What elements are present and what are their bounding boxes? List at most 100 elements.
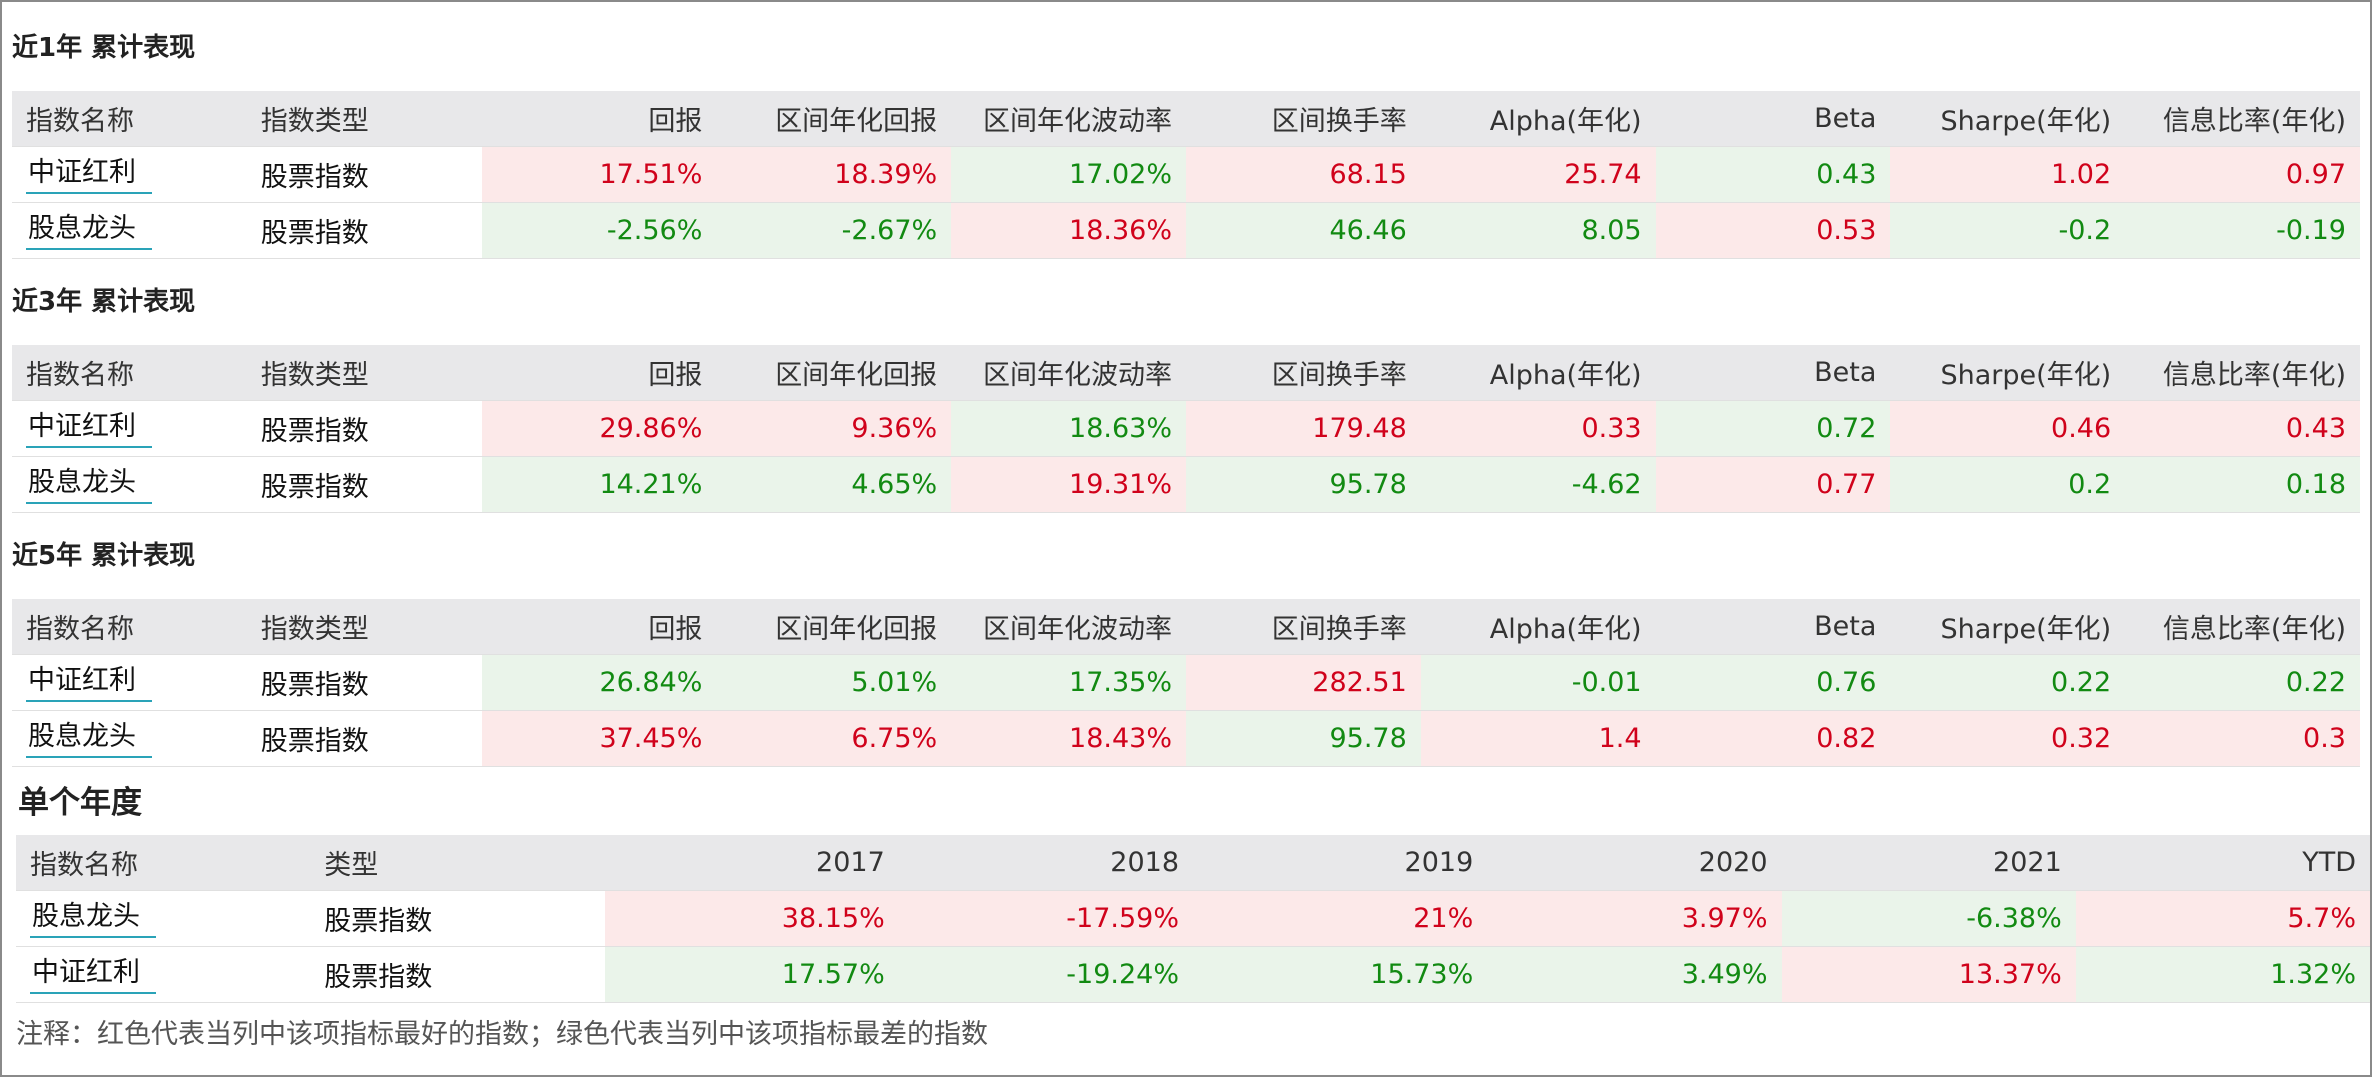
section-title: 单个年度 — [18, 785, 142, 821]
value-cell: 15.73% — [1193, 946, 1488, 1003]
column-header: 指数名称 — [12, 599, 247, 655]
index-name-link[interactable]: 股息龙头 — [26, 212, 152, 250]
column-header: 区间年化波动率 — [951, 91, 1186, 147]
column-header: Beta — [1655, 599, 1891, 655]
column-header: YTD — [2075, 835, 2370, 891]
data-table: 指数名称 指数类型 回报 区间年化回报 区间年化波动率 区间换手率 Alpha(年化) Bet… — [12, 345, 2360, 513]
column-header: 回报 — [481, 345, 717, 401]
type-cell: 股票指数 — [246, 456, 482, 513]
header-row: 指数名称 指数类型 回报 区间年化回报 区间年化波动率 区间换手率 Alpha(年化) Bet… — [12, 599, 2360, 655]
column-header: 区间年化回报 — [716, 91, 952, 147]
data-row: 股息龙头 股票指数 14.21% 4.65% 19.31% 95.78 -4.62 0.77 0… — [12, 456, 2360, 513]
column-header: 区间年化波动率 — [951, 599, 1186, 655]
value-cell: -19.24% — [898, 946, 1193, 1003]
column-header: Alpha(年化) — [1420, 345, 1656, 401]
column-header: 指数类型 — [246, 345, 482, 401]
value-cell: 8.05 — [1420, 202, 1656, 259]
data-row: 股息龙头 股票指数 -2.56% -2.67% 18.36% 46.46 8.05 0.53-… — [12, 202, 2360, 259]
value-cell: 0.46 — [1890, 400, 2126, 457]
value-cell: 17.51% — [481, 146, 717, 203]
column-header: 指数名称 — [16, 835, 311, 891]
value-cell: 29.86% — [481, 400, 717, 457]
value-cell: 1.4 — [1420, 710, 1656, 767]
index-name-link[interactable]: 股息龙头 — [26, 466, 152, 504]
value-cell: -0.2 — [1890, 202, 2126, 259]
value-cell: 0.43 — [1655, 146, 1891, 203]
name-cell: 中证红利 — [12, 654, 247, 711]
data-row: 股息龙头 股票指数 37.45% 6.75% 18.43% 95.78 1.4 0.82 0.3… — [12, 710, 2360, 767]
section-title: 近3年 累计表现 — [12, 287, 196, 317]
value-cell: 0.3 — [2125, 710, 2360, 767]
column-header: 回报 — [481, 599, 717, 655]
index-name-link[interactable]: 股息龙头 — [26, 720, 152, 758]
value-cell: 17.35% — [951, 654, 1186, 711]
value-cell: 0.76 — [1655, 654, 1891, 711]
value-cell: 68.15 — [1185, 146, 1421, 203]
value-cell: -0.01 — [1420, 654, 1656, 711]
column-header: 指数名称 — [12, 345, 247, 401]
type-cell: 股票指数 — [246, 202, 482, 259]
column-header: Sharpe(年化) — [1890, 599, 2126, 655]
value-cell: 0.82 — [1655, 710, 1891, 767]
column-header: Beta — [1655, 91, 1891, 147]
column-header: Sharpe(年化) — [1890, 91, 2126, 147]
value-cell: 0.72 — [1655, 400, 1891, 457]
data-table: 指数名称 指数类型 回报 区间年化回报 区间年化波动率 区间换手率 Alpha(年化) Bet… — [12, 91, 2360, 259]
column-header: 区间换手率 — [1185, 91, 1421, 147]
value-cell: 4.65% — [716, 456, 952, 513]
value-cell: 18.36% — [951, 202, 1186, 259]
column-header: 2017 — [604, 835, 899, 891]
value-cell: 21% — [1193, 890, 1488, 947]
data-table: 指数名称 类型 2017 2018 2019 2020 2021 YTD 股息龙头 股票指数 38.… — [16, 835, 2370, 1003]
name-cell: 中证红利 — [12, 400, 247, 457]
name-cell: 股息龙头 — [12, 202, 247, 259]
value-cell: 0.53 — [1655, 202, 1891, 259]
type-cell: 股票指数 — [246, 400, 482, 457]
type-cell: 股票指数 — [246, 146, 482, 203]
value-cell: 9.36% — [716, 400, 952, 457]
column-header: 区间年化回报 — [716, 599, 952, 655]
column-header: 区间年化回报 — [716, 345, 952, 401]
value-cell: 1.32% — [2075, 946, 2370, 1003]
value-cell: 38.15% — [604, 890, 899, 947]
column-header: 指数类型 — [246, 599, 482, 655]
value-cell: 3.49% — [1487, 946, 1782, 1003]
index-name-link[interactable]: 中证红利 — [30, 956, 156, 994]
column-header: 2021 — [1781, 835, 2076, 891]
column-header: 区间年化波动率 — [951, 345, 1186, 401]
value-cell: 18.39% — [716, 146, 952, 203]
value-cell: 46.46 — [1185, 202, 1421, 259]
column-header: 指数名称 — [12, 91, 247, 147]
type-cell: 股票指数 — [246, 710, 482, 767]
data-row: 中证红利 股票指数 17.51% 18.39% 17.02% 68.15 25.74 0.43… — [12, 146, 2360, 203]
data-row: 中证红利 股票指数 26.84% 5.01% 17.35% 282.51 -0.01 0.76… — [12, 654, 2360, 711]
value-cell: 13.37% — [1781, 946, 2076, 1003]
value-cell: 0.18 — [2125, 456, 2360, 513]
type-cell: 股票指数 — [246, 654, 482, 711]
value-cell: 0.33 — [1420, 400, 1656, 457]
data-table: 指数名称 指数类型 回报 区间年化回报 区间年化波动率 区间换手率 Alpha(年化) Bet… — [12, 599, 2360, 767]
column-header: 信息比率(年化) — [2125, 345, 2360, 401]
column-header: Beta — [1655, 345, 1891, 401]
column-header: 区间换手率 — [1185, 345, 1421, 401]
value-cell: 18.43% — [951, 710, 1186, 767]
footnote: 注释：红色代表当列中该项指标最好的指数；绿色代表当列中该项指标最差的指数 — [16, 1019, 988, 1050]
index-name-link[interactable]: 股息龙头 — [30, 900, 156, 938]
index-name-link[interactable]: 中证红利 — [26, 156, 152, 194]
header-row: 指数名称 指数类型 回报 区间年化回报 区间年化波动率 区间换手率 Alpha(年化) Bet… — [12, 91, 2360, 147]
name-cell: 股息龙头 — [12, 456, 247, 513]
value-cell: -4.62 — [1420, 456, 1656, 513]
type-cell: 股票指数 — [310, 890, 605, 947]
value-cell: -0.19 — [2125, 202, 2360, 259]
value-cell: 1.02 — [1890, 146, 2126, 203]
index-name-link[interactable]: 中证红利 — [26, 410, 152, 448]
value-cell: -2.56% — [481, 202, 717, 259]
index-name-link[interactable]: 中证红利 — [26, 664, 152, 702]
header-row: 指数名称 类型 2017 2018 2019 2020 2021 YTD — [16, 835, 2370, 891]
value-cell: 0.2 — [1890, 456, 2126, 513]
column-header: Alpha(年化) — [1420, 91, 1656, 147]
column-header: Sharpe(年化) — [1890, 345, 2126, 401]
column-header: 2018 — [898, 835, 1193, 891]
column-header: 信息比率(年化) — [2125, 599, 2360, 655]
type-cell: 股票指数 — [310, 946, 605, 1003]
